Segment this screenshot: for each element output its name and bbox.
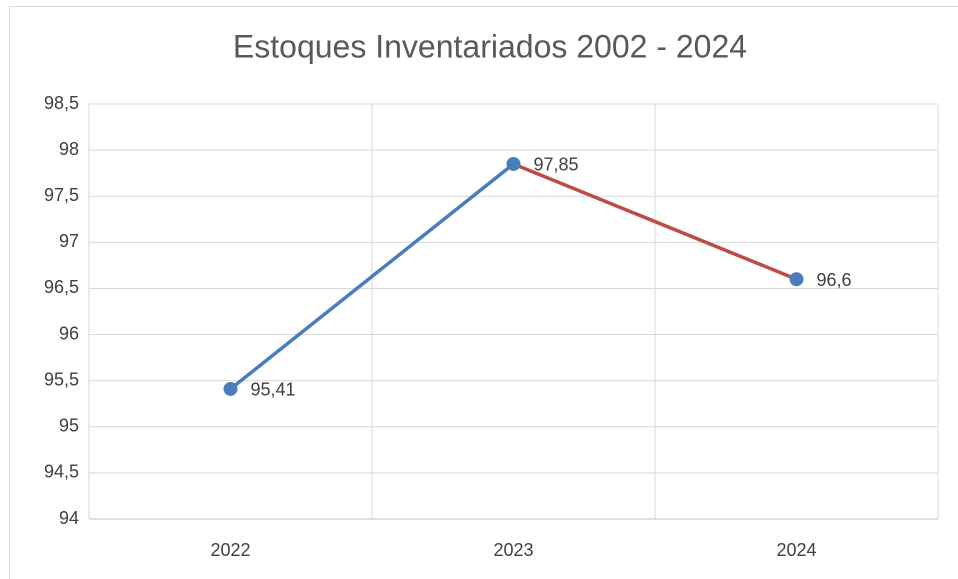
y-tick-label: 98,5: [44, 93, 79, 113]
y-tick-label: 95,5: [44, 369, 79, 389]
y-tick-label: 96,5: [44, 277, 79, 297]
data-label: 95,41: [251, 380, 296, 400]
chart-frame: [9, 6, 958, 579]
x-tick-label: 2022: [210, 540, 250, 560]
line-segment: [511, 162, 799, 281]
y-tick-label: 95: [59, 416, 79, 436]
y-tick-label: 97,5: [44, 185, 79, 205]
data-point: [506, 156, 521, 171]
y-tick-label: 96: [59, 323, 79, 343]
x-tick-label: 2023: [493, 540, 533, 560]
data-point: [223, 381, 238, 396]
x-tick-label: 2024: [776, 540, 816, 560]
chart-title: Estoques Inventariados 2002 - 2024: [233, 28, 747, 64]
line-segment: [228, 162, 516, 391]
data-point: [789, 272, 804, 287]
y-tick-label: 94,5: [44, 462, 79, 482]
data-label: 96,6: [817, 270, 852, 290]
y-tick-label: 98: [59, 139, 79, 159]
y-tick-label: 94: [59, 508, 79, 528]
data-label: 97,85: [534, 155, 579, 175]
y-tick-label: 97: [59, 231, 79, 251]
